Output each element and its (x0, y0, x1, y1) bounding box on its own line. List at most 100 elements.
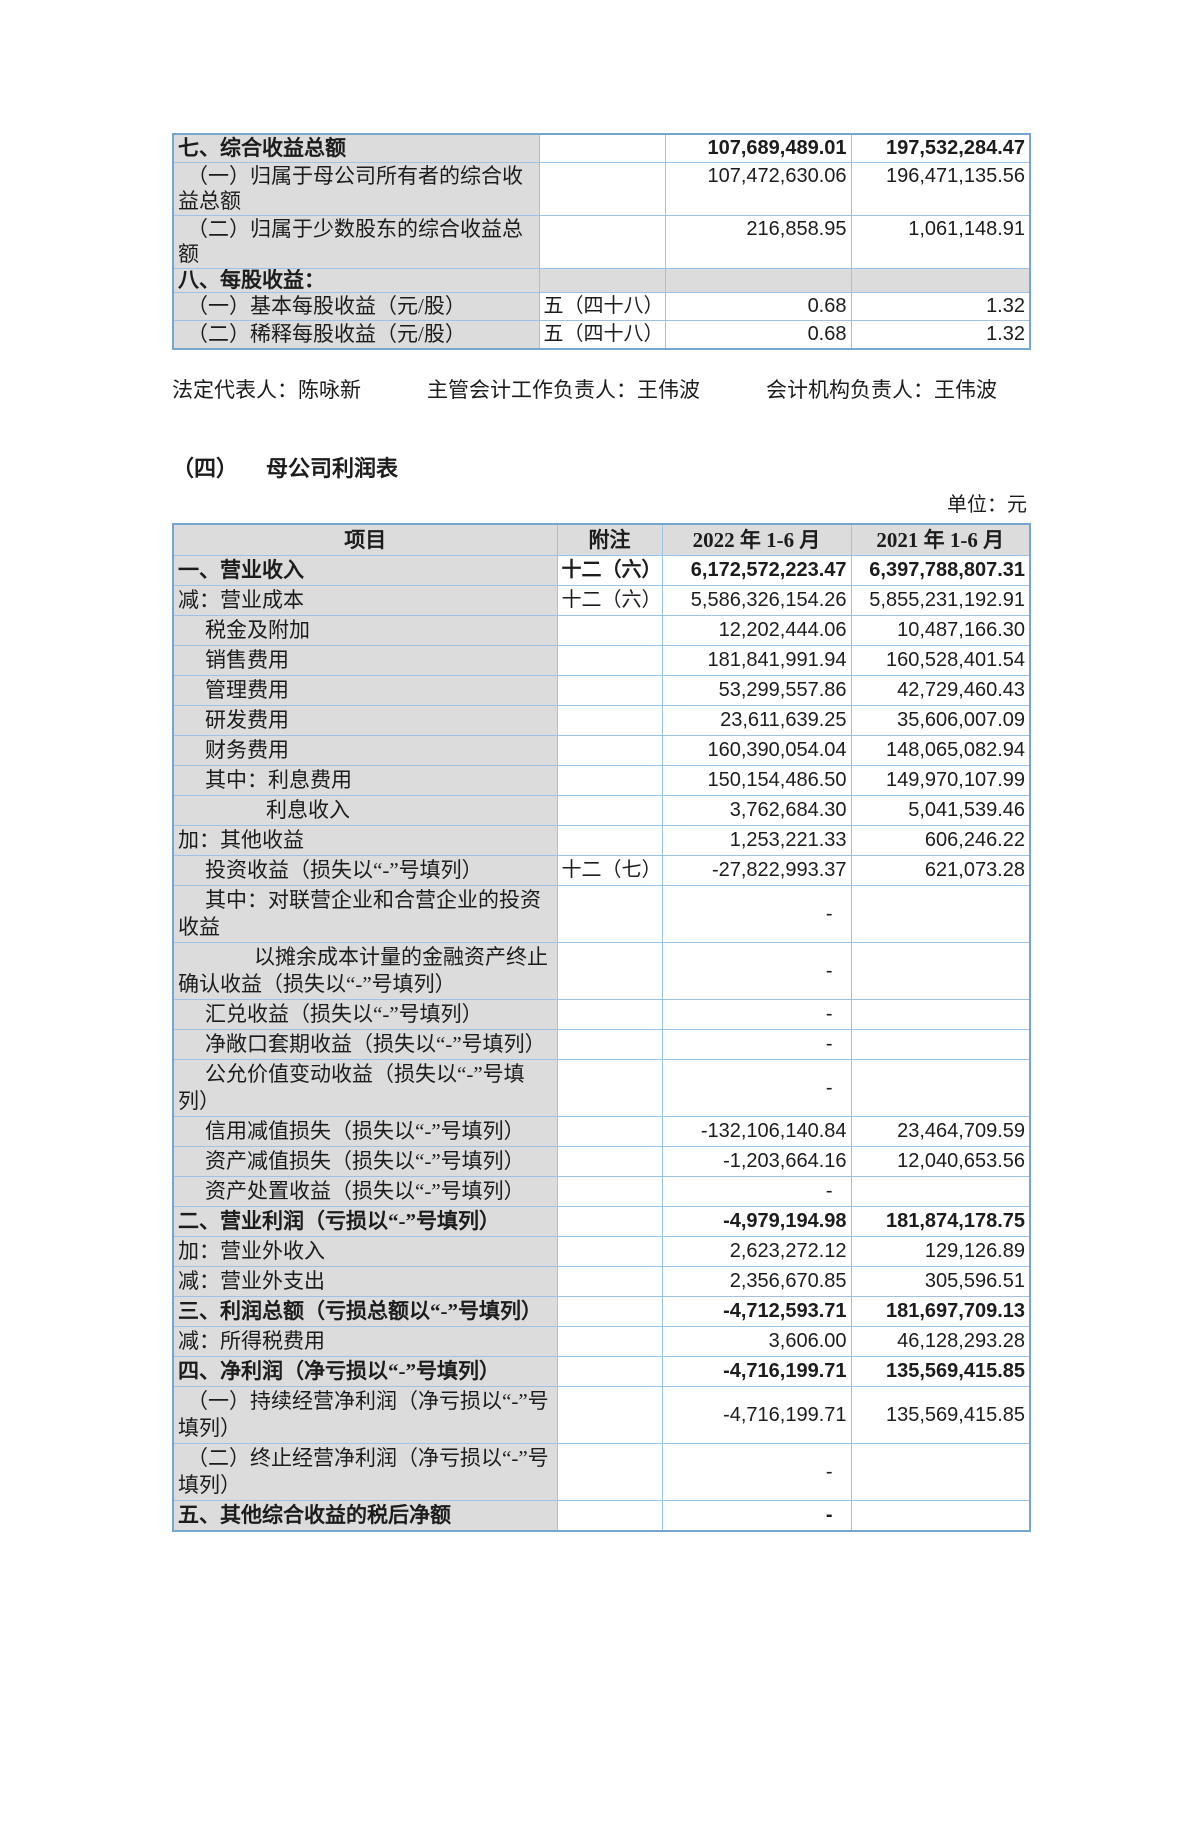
value-2022: 107,689,489.01 (664, 133, 852, 163)
row-label: （一）持续经营净利润（净亏损以“-”号填列） (172, 1386, 558, 1444)
row-label: 减：营业成本 (172, 585, 558, 616)
value-2022: - (661, 885, 852, 943)
note-cell (556, 1500, 663, 1532)
row-label: 利息收入 (172, 795, 558, 826)
row-label: 二、营业利润（亏损以“-”号填列） (172, 1206, 558, 1237)
table-row: 加：营业外收入 2,623,272.12 129,126.89 (172, 1236, 1031, 1267)
value-2022: -27,822,993.37 (661, 855, 852, 886)
note-cell (556, 1059, 663, 1117)
row-label: 管理费用 (172, 675, 558, 706)
note-cell (538, 162, 666, 216)
value-2022: 3,606.00 (661, 1326, 852, 1357)
row-label: 资产处置收益（损失以“-”号填列） (172, 1176, 558, 1207)
value-2021: 135,569,415.85 (850, 1386, 1031, 1444)
table-row: 七、综合收益总额 107,689,489.01 197,532,284.47 (172, 133, 1031, 163)
table-row: （二）归属于少数股东的综合收益总额 216,858.95 1,061,148.91 (172, 215, 1031, 269)
note-cell (556, 1443, 663, 1501)
row-label: （一）归属于母公司所有者的综合收益总额 (172, 162, 540, 216)
value-2022: 1,253,221.33 (661, 825, 852, 856)
value-2021 (850, 1500, 1031, 1532)
row-label: 汇兑收益（损失以“-”号填列） (172, 999, 558, 1030)
table-row: 减：所得税费用 3,606.00 46,128,293.28 (172, 1326, 1031, 1357)
row-label: 七、综合收益总额 (172, 133, 540, 163)
row-label: 以摊余成本计量的金融资产终止确认收益（损失以“-”号填列） (172, 942, 558, 1000)
row-label: （一）基本每股收益（元/股） (172, 292, 540, 321)
value-2021: 46,128,293.28 (850, 1326, 1031, 1357)
parent-company-income-statement-table: 项目 附注 2022 年 1-6 月 2021 年 1-6 月 一、营业收入 十二… (172, 523, 1031, 1532)
table-row: 公允价值变动收益（损失以“-”号填列） - (172, 1059, 1031, 1117)
value-2021: 12,040,653.56 (850, 1146, 1031, 1177)
note-cell (556, 645, 663, 676)
value-2022: 216,858.95 (664, 215, 852, 269)
note-cell (556, 795, 663, 826)
row-label: 加：其他收益 (172, 825, 558, 856)
value-2021 (850, 942, 1031, 1000)
value-2021 (850, 1029, 1031, 1060)
value-2021: 5,041,539.46 (850, 795, 1031, 826)
value-2021: 1.32 (850, 320, 1031, 350)
header-2021: 2021 年 1-6 月 (850, 523, 1031, 556)
row-label: （二）终止经营净利润（净亏损以“-”号填列） (172, 1443, 558, 1501)
note-cell (556, 1176, 663, 1207)
row-label: 三、利润总额（亏损总额以“-”号填列） (172, 1296, 558, 1327)
row-label: 减：所得税费用 (172, 1326, 558, 1357)
value-2022: 160,390,054.04 (661, 735, 852, 766)
table-row: 五、其他综合收益的税后净额 - (172, 1500, 1031, 1532)
value-2021: 606,246.22 (850, 825, 1031, 856)
table-row: （二）稀释每股收益（元/股） 五（四十八） 0.68 1.32 (172, 320, 1031, 350)
table-header-row: 项目 附注 2022 年 1-6 月 2021 年 1-6 月 (172, 523, 1031, 556)
value-2021: 6,397,788,807.31 (850, 555, 1031, 586)
value-2022: -4,979,194.98 (661, 1206, 852, 1237)
value-2022: -1,203,664.16 (661, 1146, 852, 1177)
note-cell (556, 1236, 663, 1267)
value-2022: 3,762,684.30 (661, 795, 852, 826)
row-label: 其中：对联营企业和合营企业的投资收益 (172, 885, 558, 943)
row-label: 公允价值变动收益（损失以“-”号填列） (172, 1059, 558, 1117)
value-2022: 150,154,486.50 (661, 765, 852, 796)
value-2022 (664, 268, 852, 293)
note-cell (556, 615, 663, 646)
value-2022: - (661, 1443, 852, 1501)
value-2022: -4,712,593.71 (661, 1296, 852, 1327)
value-2022: -4,716,199.71 (661, 1386, 852, 1444)
table-row: 八、每股收益： (172, 268, 1031, 293)
table-row: 减：营业外支出 2,356,670.85 305,596.51 (172, 1266, 1031, 1297)
comprehensive-income-table-body: 七、综合收益总额 107,689,489.01 197,532,284.47 （一）归… (172, 133, 1031, 350)
note-cell (556, 1146, 663, 1177)
value-2022: 181,841,991.94 (661, 645, 852, 676)
value-2021: 621,073.28 (850, 855, 1031, 886)
value-2021: 196,471,135.56 (850, 162, 1031, 216)
table-row: （一）归属于母公司所有者的综合收益总额 107,472,630.06 196,471… (172, 162, 1031, 216)
value-2021 (850, 268, 1031, 293)
value-2021: 35,606,007.09 (850, 705, 1031, 736)
table-row: 其中：对联营企业和合营企业的投资收益 - (172, 885, 1031, 943)
note-cell: 十二（六） (556, 585, 663, 616)
value-2021: 10,487,166.30 (850, 615, 1031, 646)
note-cell (556, 1296, 663, 1327)
section-title-text: 母公司利润表 (266, 456, 399, 481)
legal-representative: 法定代表人：陈咏新 (172, 378, 361, 402)
value-2021: 197,532,284.47 (850, 133, 1031, 163)
value-2022: - (661, 1029, 852, 1060)
row-label: （二）归属于少数股东的综合收益总额 (172, 215, 540, 269)
table-row: （二）终止经营净利润（净亏损以“-”号填列） - (172, 1443, 1031, 1501)
header-note: 附注 (556, 523, 663, 556)
row-label: 财务费用 (172, 735, 558, 766)
row-label: 资产减值损失（损失以“-”号填列） (172, 1146, 558, 1177)
value-2022: - (661, 999, 852, 1030)
row-label: 八、每股收益： (172, 268, 540, 293)
value-2021: 181,697,709.13 (850, 1296, 1031, 1327)
value-2022: 5,586,326,154.26 (661, 585, 852, 616)
row-label: 加：营业外收入 (172, 1236, 558, 1267)
unit-label: 单位：元 (947, 494, 1027, 516)
value-2021: 305,596.51 (850, 1266, 1031, 1297)
row-label: 减：营业外支出 (172, 1266, 558, 1297)
signatories-line: 法定代表人：陈咏新 主管会计工作负责人：王伟波 会计机构负责人：王伟波 (172, 376, 1029, 404)
table-row: 二、营业利润（亏损以“-”号填列） -4,979,194.98 181,874,17… (172, 1206, 1031, 1237)
value-2021 (850, 1059, 1031, 1117)
note-cell: 十二（六） (556, 555, 663, 586)
value-2021: 1.32 (850, 292, 1031, 321)
note-cell (556, 1326, 663, 1357)
value-2021: 135,569,415.85 (850, 1356, 1031, 1387)
row-label: 四、净利润（净亏损以“-”号填列） (172, 1356, 558, 1387)
